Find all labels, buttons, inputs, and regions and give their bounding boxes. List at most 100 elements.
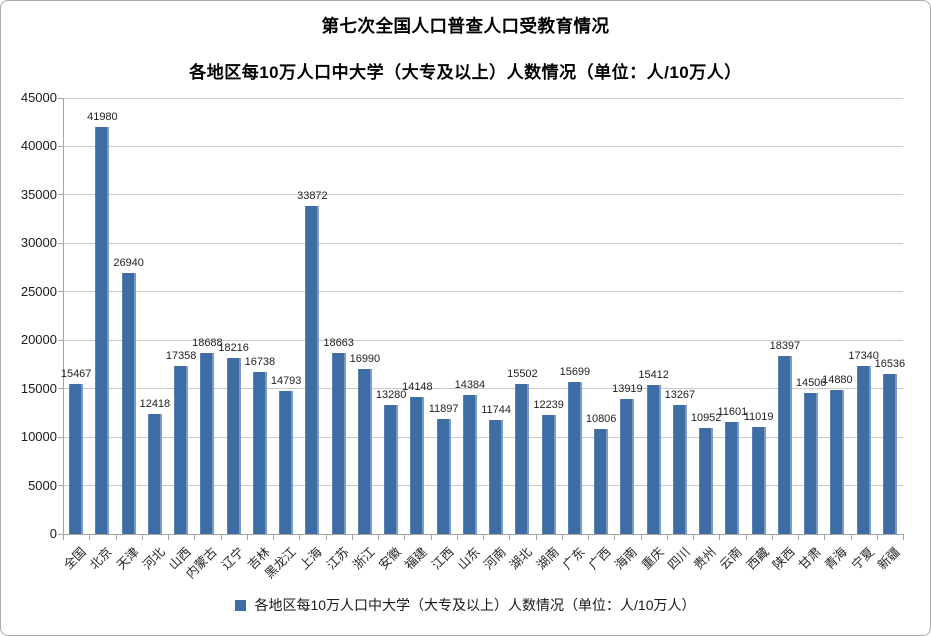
bar xyxy=(804,393,819,534)
bar xyxy=(121,272,136,534)
y-axis-label: 35000 xyxy=(20,186,57,202)
legend-label: 各地区每10万人口中大学（大专及以上）人数情况（单位：人/10万人） xyxy=(254,597,696,613)
x-axis-tick xyxy=(588,535,589,540)
y-axis-label: 15000 xyxy=(20,380,57,396)
x-axis-tick xyxy=(850,535,852,540)
bar xyxy=(541,415,556,534)
bar-value-label: 10952 xyxy=(690,411,722,424)
x-axis-tick xyxy=(246,535,248,540)
bar-value-label: 17358 xyxy=(165,349,197,362)
x-axis-tick xyxy=(89,535,91,540)
x-axis-tick xyxy=(903,535,904,540)
y-gridline xyxy=(63,339,903,341)
bar-value-label: 11897 xyxy=(428,402,459,415)
bar-value-label: 13267 xyxy=(664,389,696,402)
chart-subtitle: 各地区每10万人口中大学（大专及以上）人数情况（单位：人/10万人） xyxy=(189,63,742,82)
bar-value-label: 14148 xyxy=(402,380,433,393)
x-axis-tick xyxy=(535,535,537,540)
bar-value-label: 13280 xyxy=(375,389,407,402)
bar-value-label: 16990 xyxy=(349,353,381,366)
y-gridline xyxy=(63,242,903,244)
legend-swatch-icon xyxy=(235,599,247,611)
x-axis-tick xyxy=(430,535,432,540)
bar xyxy=(620,399,635,534)
y-axis-label: 40000 xyxy=(20,138,57,154)
y-gridline xyxy=(63,145,903,147)
x-axis-tick xyxy=(115,535,117,540)
bar xyxy=(567,381,582,534)
x-axis-tick xyxy=(220,535,222,540)
x-axis-tick xyxy=(798,535,799,540)
y-gridline xyxy=(63,388,903,390)
bar-value-label: 11744 xyxy=(481,404,512,417)
x-axis-tick xyxy=(561,535,563,540)
bar xyxy=(777,355,792,534)
x-axis-tick xyxy=(194,535,196,540)
bar xyxy=(882,373,897,534)
y-gridline xyxy=(63,485,903,487)
x-axis-tick xyxy=(141,535,143,540)
bar xyxy=(174,365,189,534)
y-axis-label: 5000 xyxy=(28,477,57,493)
bar-value-label: 18688 xyxy=(192,336,223,349)
bar-value-label: 16738 xyxy=(244,355,276,368)
bar-value-label: 14793 xyxy=(270,374,302,387)
y-axis-label: 45000 xyxy=(20,90,57,105)
bar xyxy=(147,413,162,534)
y-axis-tick xyxy=(58,97,63,99)
bar xyxy=(252,371,267,534)
y-axis-tick xyxy=(58,339,63,341)
x-axis-tick xyxy=(299,535,301,540)
bar xyxy=(305,205,320,534)
bar xyxy=(226,357,241,534)
bar xyxy=(69,384,84,534)
bar-value-label: 18397 xyxy=(769,339,801,352)
x-axis-tick xyxy=(273,535,274,540)
x-axis-tick xyxy=(614,535,616,540)
y-axis-tick xyxy=(58,145,63,147)
y-axis-line xyxy=(63,98,64,535)
bar-value-label: 16536 xyxy=(874,357,906,370)
x-axis-tick xyxy=(63,535,64,540)
x-axis-tick xyxy=(771,535,773,540)
bar xyxy=(200,352,215,534)
y-axis-tick xyxy=(58,388,63,390)
bar xyxy=(95,127,110,534)
x-axis-tick xyxy=(456,535,458,540)
bar xyxy=(357,369,372,534)
bar-value-label: 12239 xyxy=(533,399,564,412)
bar-value-label: 41980 xyxy=(87,111,118,124)
y-axis-tick xyxy=(58,194,63,196)
bar xyxy=(725,421,740,534)
x-axis-tick xyxy=(509,535,511,540)
bar xyxy=(830,389,845,534)
bar-value-label: 11019 xyxy=(743,411,774,424)
y-gridline xyxy=(63,291,903,293)
bar-value-label: 12418 xyxy=(139,397,171,410)
bar-value-label: 14506 xyxy=(795,377,827,390)
bar xyxy=(856,365,871,534)
bar-value-label: 14384 xyxy=(454,378,486,391)
bar-value-label: 15699 xyxy=(559,365,591,378)
y-axis-label: 30000 xyxy=(20,235,57,251)
y-axis-tick xyxy=(58,485,63,487)
x-axis-tick xyxy=(693,535,694,540)
bar-value-label: 15502 xyxy=(507,367,538,380)
y-gridline xyxy=(63,194,903,196)
bar-value-label: 13919 xyxy=(612,383,643,396)
bar xyxy=(436,418,451,534)
x-axis-tick xyxy=(483,535,484,540)
bar-value-label: 17340 xyxy=(848,349,879,362)
y-axis-label: 20000 xyxy=(20,332,57,348)
bar-value-label: 26940 xyxy=(113,256,144,269)
bar xyxy=(672,405,687,534)
bar xyxy=(594,429,609,534)
y-axis-label: 25000 xyxy=(20,283,57,299)
bar xyxy=(331,353,346,534)
bar xyxy=(462,394,477,534)
bar-value-label: 15467 xyxy=(60,368,92,381)
x-axis-tick xyxy=(745,535,747,540)
x-axis-tick xyxy=(378,535,379,540)
